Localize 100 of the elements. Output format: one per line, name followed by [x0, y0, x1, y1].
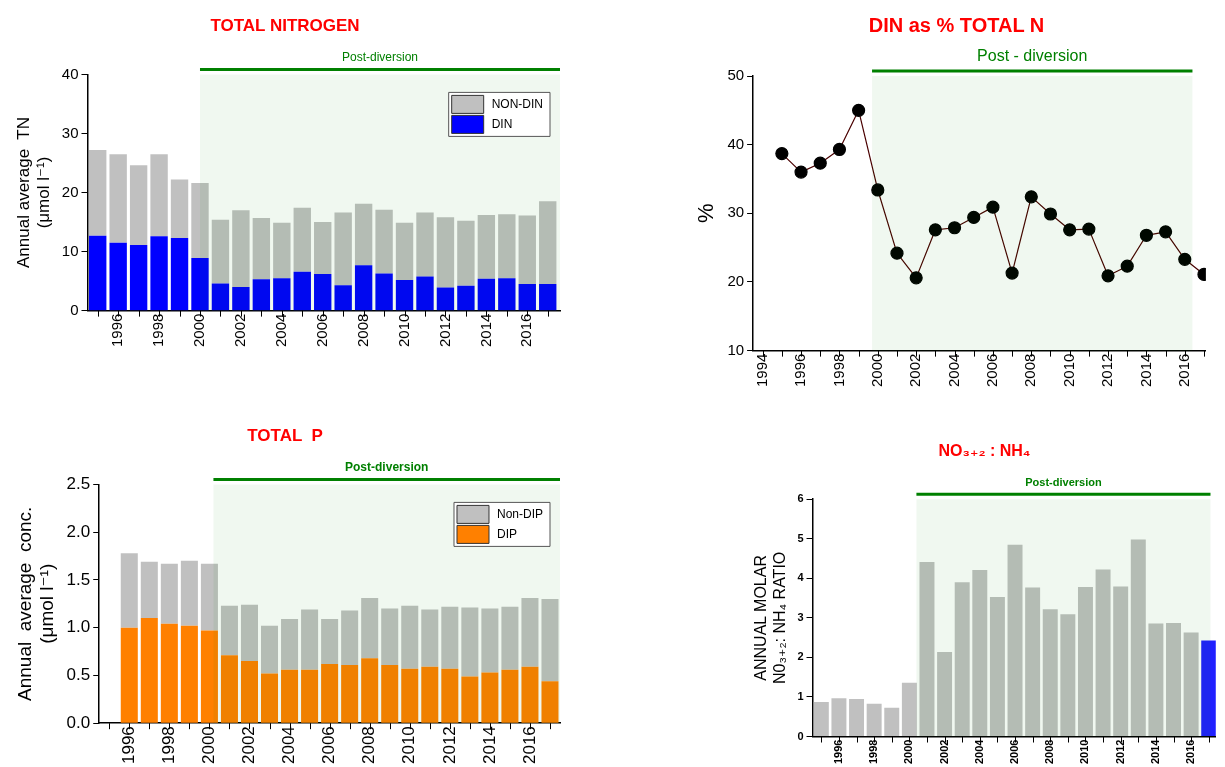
x-tick-label: 1998: [149, 313, 167, 348]
point: [1082, 222, 1096, 236]
point: [909, 271, 923, 285]
point: [1101, 269, 1115, 283]
y-axis-title: Annual average conc. (μmol l⁻¹): [13, 506, 58, 701]
x-tick-label: 2012: [435, 313, 453, 348]
legend-label: NON-DIN: [491, 96, 543, 111]
x-tick-label: 2012: [1098, 353, 1116, 388]
bar: [341, 610, 359, 665]
bar: [461, 607, 479, 677]
x-tick-label: 2008: [353, 313, 371, 348]
y-tick-label: 5: [797, 531, 804, 544]
y-tick-label: 10: [727, 340, 745, 358]
bar: [314, 222, 332, 275]
legend-label: DIN: [491, 116, 513, 131]
bar: [884, 707, 900, 737]
bar: [813, 702, 829, 737]
bar: [140, 561, 158, 619]
bar: [375, 273, 393, 311]
point: [813, 156, 827, 170]
bar: [252, 217, 271, 280]
bar: [252, 279, 271, 311]
y-tick-label: 1.0: [66, 617, 91, 637]
bar: [1060, 614, 1076, 737]
x-tick-label: 2014: [1136, 353, 1154, 388]
y-tick-label: 2.5: [66, 474, 91, 494]
x-tick-label: 2014: [479, 726, 499, 765]
bar: [401, 605, 419, 669]
bar: [972, 570, 988, 737]
bar: [1201, 640, 1216, 737]
y-axis-title: ANNUAL MOLAR N0₃₊₂: NH₄ RATIO: [752, 551, 789, 685]
bar: [477, 278, 496, 311]
bar: [211, 283, 230, 311]
bar: [919, 562, 935, 737]
bar: [361, 658, 379, 723]
bar: [1166, 623, 1181, 737]
bar: [498, 278, 516, 311]
bar: [831, 698, 847, 737]
point: [1139, 228, 1154, 242]
x-tick-label: 2006: [312, 313, 330, 348]
point: [775, 146, 789, 161]
bar: [518, 215, 536, 285]
bar: [232, 287, 250, 311]
bar: [240, 604, 258, 662]
x-tick-label: 2002: [231, 313, 249, 348]
bar: [240, 661, 258, 723]
bar: [109, 242, 127, 311]
bar: [416, 276, 434, 311]
point: [967, 210, 981, 225]
y-tick-label: 2: [797, 650, 804, 663]
x-tick-label: 2004: [271, 313, 289, 348]
bar: [457, 220, 475, 286]
bar: [160, 563, 178, 624]
point: [890, 246, 904, 260]
bar: [539, 284, 557, 311]
bar: [220, 605, 238, 656]
x-tick-label: 2010: [399, 726, 419, 765]
x-tick-label: 1998: [829, 353, 847, 388]
point: [1005, 266, 1019, 280]
bar: [1148, 623, 1164, 737]
bar: [954, 582, 970, 737]
legend-label: DIP: [496, 526, 517, 541]
bar: [180, 625, 198, 723]
x-tick-label: 2010: [1078, 739, 1091, 765]
x-tick-label: 2000: [199, 726, 219, 765]
bar: [293, 207, 311, 272]
y-tick-label: 0.0: [66, 712, 91, 732]
x-tick-label: 1994: [752, 353, 770, 388]
bar: [200, 630, 218, 723]
y-tick-label: 40: [727, 134, 745, 152]
x-tick-label: 2006: [319, 726, 339, 765]
bar: [150, 236, 168, 311]
point: [928, 223, 942, 237]
point: [871, 183, 885, 197]
bar: [129, 245, 148, 311]
point: [852, 103, 866, 117]
point: [1120, 259, 1134, 273]
bar: [395, 222, 414, 280]
x-tick-label: 1996: [791, 353, 809, 388]
x-tick-label: 1996: [108, 313, 126, 348]
bar: [261, 673, 279, 723]
bar: [436, 217, 455, 288]
x-tick-label: 1996: [831, 739, 844, 765]
x-tick-label: 2002: [239, 726, 259, 765]
bar: [220, 655, 238, 723]
bar: [457, 285, 475, 311]
bar: [501, 606, 519, 670]
point: [1043, 207, 1058, 221]
bar: [401, 668, 419, 723]
x-tick-label: 2000: [190, 313, 208, 348]
bar: [1025, 587, 1041, 737]
bar: [498, 214, 516, 279]
bar: [521, 666, 539, 723]
x-tick-label: 2016: [517, 313, 535, 348]
x-tick-label: 2008: [359, 726, 379, 765]
bar: [481, 672, 499, 723]
bar: [521, 598, 539, 667]
band-label: Post - diversion: [977, 47, 1088, 65]
x-tick-label: 2012: [1113, 739, 1126, 765]
bar: [314, 274, 332, 311]
